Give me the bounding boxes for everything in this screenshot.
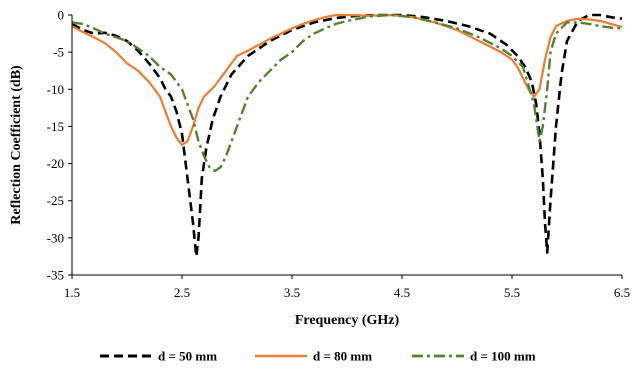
y-tick-label: -30 [47,230,64,245]
y-tick-label: -15 [47,119,64,134]
x-axis-title: Frequency (GHz) [295,313,400,328]
legend: d = 50 mm d = 80 mm d = 100 mm [100,349,536,364]
x-tick-label: 6.5 [614,285,630,300]
y-axis: 0 -5 -10 -15 -20 -25 -30 -35 [47,8,73,283]
x-tick-label: 4.5 [394,285,410,300]
series-line-3 [71,13,623,173]
x-tick-label: 3.5 [284,285,300,300]
x-tick-label: 2.5 [174,285,190,300]
series-line-2 [71,13,623,147]
legend-label-2: d = 80 mm [313,349,372,364]
x-tick-label: 1.5 [64,285,80,300]
y-tick-label: -10 [47,82,64,97]
y-tick-label: -5 [53,45,64,60]
x-axis: 1.5 2.5 3.5 4.5 5.5 6.5 [64,274,630,300]
series-layer [71,13,623,258]
y-tick-label: -25 [47,193,64,208]
legend-label-1: d = 50 mm [158,349,217,364]
x-tick-label: 5.5 [504,285,520,300]
y-tick-label: 0 [58,8,65,23]
y-tick-label: -20 [47,156,64,171]
y-tick-label: -35 [47,268,64,283]
y-axis-title: Reflection Coefficient (dB) [9,65,24,225]
legend-label-3: d = 100 mm [470,349,536,364]
series-line-1 [71,13,623,258]
